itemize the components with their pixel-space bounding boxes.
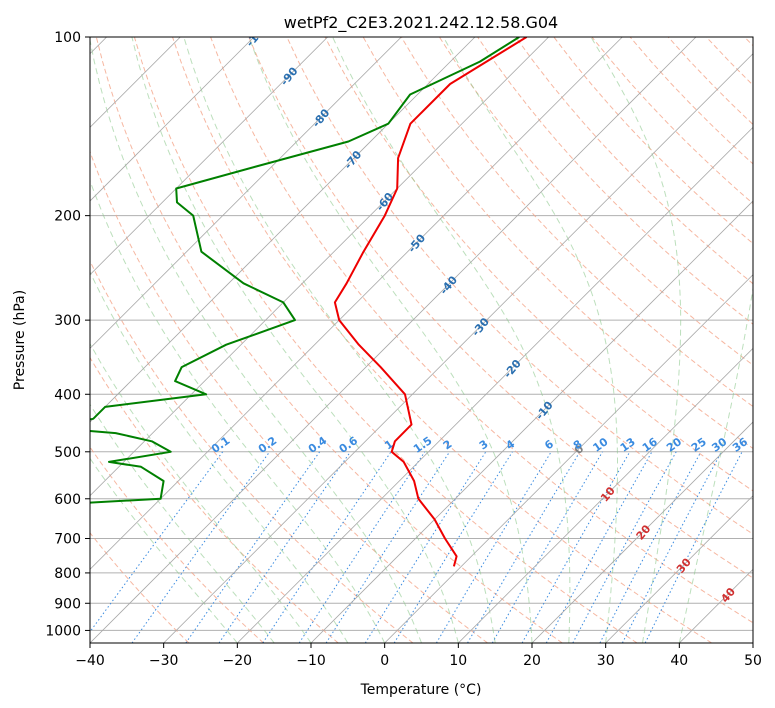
isotherm-line <box>90 37 623 570</box>
dry-adiabat-line <box>90 446 264 643</box>
temperature-profile-line <box>333 37 528 567</box>
dry-adiabat-line <box>90 356 339 643</box>
moist-adiabat-line <box>90 270 349 643</box>
mixing-ratio-line <box>262 451 392 643</box>
plot-frame <box>89 36 754 644</box>
skewed-isotherms <box>90 37 753 643</box>
dry-adiabat-line <box>400 37 753 408</box>
isotherm-line <box>90 37 549 497</box>
dry-adiabat-line <box>210 37 753 624</box>
moist-adiabat-line <box>90 179 386 643</box>
moist-adiabat-line <box>90 37 422 643</box>
mixing-ratio-line <box>545 451 653 643</box>
mixing-ratio-line <box>325 451 451 643</box>
isotherm-line <box>310 200 753 643</box>
moist-adiabat-line <box>442 37 618 643</box>
mixing-ratio-line <box>491 451 603 643</box>
y-tick-label: 400 <box>54 387 81 403</box>
mixing-ratio-line <box>218 451 351 643</box>
moist-adiabat-line <box>678 285 753 643</box>
chart-title: wetPf2_C2E3.2021.242.12.58.G04 <box>284 13 558 33</box>
isotherm-line <box>90 37 328 276</box>
y-tick-label: 1000 <box>45 623 81 639</box>
dry-adiabat-line <box>248 37 753 579</box>
mixing-ratio-line <box>90 451 224 633</box>
mixing-ratio-line <box>185 451 321 643</box>
y-tick-label: 900 <box>54 596 81 612</box>
moist-adiabat-line <box>131 37 459 643</box>
isotherm-line <box>90 37 255 202</box>
dry-adiabats <box>90 37 753 643</box>
isotherm-line <box>605 495 753 643</box>
y-axis-ticks: 100 200 300 400 500 600 700 800 900 1000 <box>45 30 90 639</box>
isotherm-line <box>237 126 753 643</box>
mixing-ratio-line <box>131 451 271 643</box>
x-tick-label: 20 <box>523 653 541 669</box>
mixing-ratio-line <box>435 451 552 643</box>
x-tick-label: 50 <box>744 653 762 669</box>
moist-adiabat-line <box>90 457 238 643</box>
dewpoint-profile-line <box>90 37 520 504</box>
x-axis-label: Temperature (°C) <box>360 682 482 698</box>
x-tick-label: −10 <box>296 653 326 669</box>
isotherm-line <box>531 421 753 643</box>
dry-adiabat-line <box>90 150 488 643</box>
x-tick-label: 30 <box>597 653 615 669</box>
x-tick-label: −20 <box>223 653 253 669</box>
isotherm-line <box>90 37 697 643</box>
moist-adiabat-line <box>90 403 275 643</box>
x-tick-label: 0 <box>380 653 389 669</box>
mixing-ratio-line <box>467 451 581 643</box>
y-tick-label: 500 <box>54 445 81 461</box>
x-tick-label: 10 <box>449 653 467 669</box>
dry-adiabat-line <box>286 37 753 535</box>
y-tick-label: 700 <box>54 532 81 548</box>
mixing-ratio-line <box>599 451 702 643</box>
dry-adiabat-line <box>95 37 563 643</box>
plot-area: -100-90-80-70-60-50-40-30-20-10010203040… <box>90 37 753 643</box>
dry-adiabat-line <box>90 532 190 643</box>
x-tick-label: −30 <box>149 653 179 669</box>
x-tick-label: 40 <box>670 653 688 669</box>
moist-adiabats <box>90 37 753 643</box>
y-tick-label: 800 <box>54 566 81 582</box>
mixing-ratio-line <box>644 451 743 643</box>
y-tick-label: 100 <box>54 30 81 46</box>
y-tick-label: 200 <box>54 209 81 225</box>
sounding-profiles <box>90 37 528 567</box>
dry-adiabat-line <box>438 37 753 366</box>
moist-adiabat-line <box>248 37 533 643</box>
y-axis-label: Pressure (hPa) <box>12 290 28 390</box>
dry-adiabat-line <box>324 37 753 492</box>
dry-adiabat-line <box>133 37 638 643</box>
isotherm-line <box>163 53 753 643</box>
dry-adiabat-line <box>172 37 712 643</box>
y-tick-label: 300 <box>54 313 81 329</box>
dry-adiabat-line <box>515 37 753 285</box>
dry-adiabat-line <box>362 37 753 450</box>
moist-adiabat-line <box>332 37 571 643</box>
y-tick-label: 600 <box>54 492 81 508</box>
x-tick-label: −40 <box>75 653 105 669</box>
isotherm-line <box>458 347 753 643</box>
moist-adiabat-line <box>590 37 682 643</box>
isotherm-line <box>90 37 402 349</box>
x-axis-ticks: −40 −30 −20 −10 0 10 20 30 40 50 <box>75 643 762 669</box>
mixing-ratio-line <box>298 451 426 643</box>
isotherm-line <box>90 37 476 423</box>
isotherm-line <box>384 274 753 643</box>
mixing-ratio-line <box>572 451 677 643</box>
